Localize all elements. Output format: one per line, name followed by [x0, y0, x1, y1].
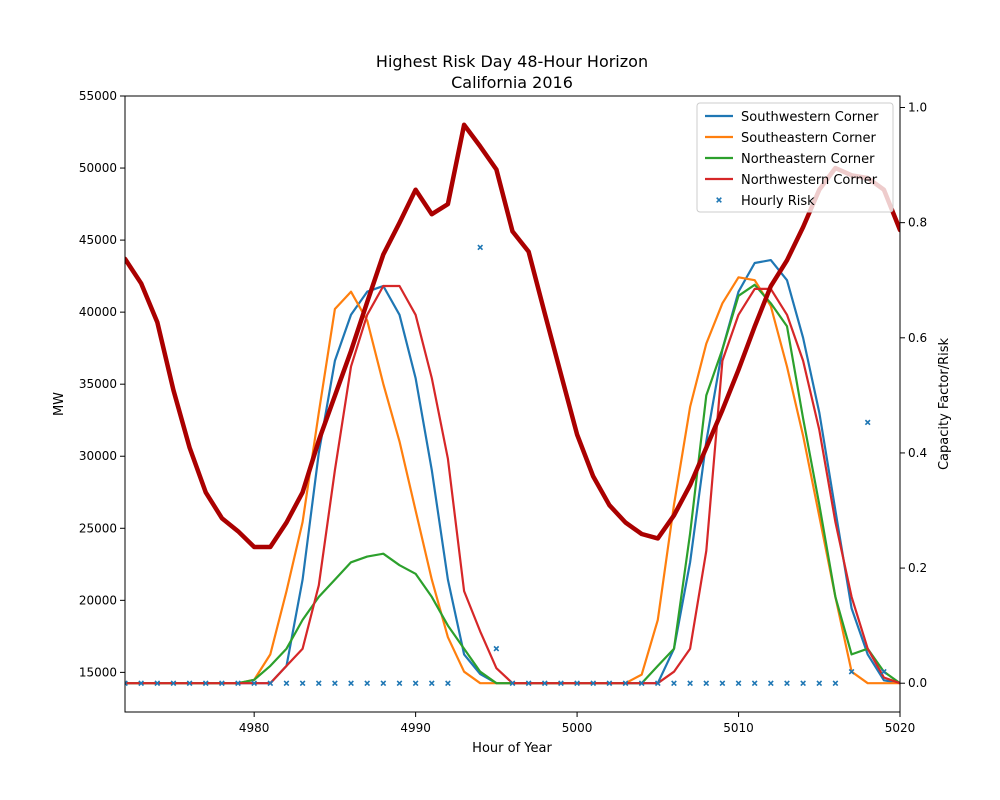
- y-right-tick-label: 0.6: [908, 331, 927, 345]
- risk-point: [251, 680, 258, 687]
- risk-point: [477, 244, 484, 251]
- risk-point: [202, 680, 209, 687]
- risk-point: [380, 680, 387, 687]
- risk-point: [832, 680, 839, 687]
- y-left-tick-label: 45000: [79, 233, 117, 247]
- x-tick-label: 5020: [885, 721, 916, 735]
- risk-point: [283, 680, 290, 687]
- legend-label: Southwestern Corner: [741, 110, 879, 125]
- risk-point: [671, 680, 677, 687]
- legend-box: [696, 102, 894, 213]
- risk-point: [590, 680, 597, 687]
- legend-label: Hourly Risk: [741, 194, 815, 209]
- risk-point: [816, 680, 823, 687]
- legend-marker: [716, 197, 722, 203]
- y-left-tick-label: 40000: [79, 305, 117, 319]
- risk-point: [154, 680, 161, 687]
- risk-point: [719, 680, 726, 687]
- risk-point: [606, 680, 613, 687]
- legend: Southwestern Corner Southeastern Corner No…: [696, 102, 894, 213]
- risk-point: [525, 680, 532, 687]
- y-right-tick-label: 1.0: [908, 101, 927, 115]
- risk-point: [558, 680, 564, 687]
- y-left-tick-label: 30000: [79, 449, 117, 463]
- load-line: [125, 122, 900, 550]
- y-axis-left-label: MW: [52, 392, 67, 416]
- risk-point: [219, 680, 225, 687]
- risk-point: [348, 680, 354, 687]
- legend-label: Northwestern Corner: [741, 173, 878, 188]
- risk-point: [364, 680, 371, 687]
- risk-point: [654, 680, 661, 687]
- risk-point: [428, 680, 435, 687]
- risk-point: [541, 680, 548, 687]
- y-left-tick-label: 55000: [79, 89, 117, 103]
- y-left-tick-label: 15000: [79, 665, 117, 679]
- x-tick-label: 4980: [239, 721, 270, 735]
- risk-point: [412, 680, 419, 687]
- risk-point: [332, 680, 338, 687]
- risk-point: [880, 668, 887, 675]
- y-left-tick-label: 25000: [79, 521, 117, 535]
- risk-point: [235, 680, 241, 687]
- chart-subtitle: California 2016: [451, 73, 573, 92]
- risk-point: [267, 680, 274, 687]
- risk-point: [125, 680, 128, 687]
- x-tick-label: 5000: [562, 721, 593, 735]
- y-axis-right-label: Capacity Factor/Risk: [937, 338, 952, 471]
- risk-point: [735, 680, 742, 687]
- risk-markers: [125, 244, 887, 687]
- legend-label: Northeastern Corner: [741, 152, 875, 167]
- risk-point: [138, 680, 145, 687]
- risk-point: [751, 680, 758, 687]
- risk-point: [800, 680, 806, 687]
- y-right-tick-label: 0.2: [908, 561, 927, 575]
- risk-point: [687, 680, 693, 687]
- y-right-tick-label: 0.4: [908, 446, 927, 460]
- x-tick-label: 4990: [400, 721, 431, 735]
- risk-point: [767, 680, 774, 687]
- risk-point: [784, 680, 790, 687]
- axes-ticks: 4980 4990 5000 5010 5020 15000 20000 25000 30000…: [79, 89, 927, 735]
- risk-point: [186, 680, 193, 687]
- y-right-tick-label: 0.0: [908, 676, 927, 690]
- risk-point: [864, 419, 871, 426]
- risk-point: [703, 680, 710, 687]
- risk-point: [848, 668, 855, 675]
- risk-point: [396, 680, 403, 687]
- legend-label: Southeastern Corner: [741, 131, 876, 146]
- risk-point: [445, 680, 451, 687]
- risk-point: [315, 680, 322, 687]
- y-left-tick-label: 35000: [79, 377, 117, 391]
- plot-border: [124, 95, 901, 713]
- risk-point: [299, 680, 306, 687]
- risk-point: [622, 680, 629, 687]
- risk-point: [574, 680, 580, 687]
- risk-point: [493, 645, 500, 652]
- x-tick-label: 5010: [723, 721, 754, 735]
- risk-point: [509, 680, 516, 687]
- risk-point: [638, 680, 645, 687]
- risk-point: [170, 680, 177, 687]
- x-axis-label: Hour of Year: [472, 741, 552, 756]
- y-left-tick-label: 50000: [79, 161, 117, 175]
- chart-title: Highest Risk Day 48-Hour Horizon: [376, 52, 648, 71]
- y-right-tick-label: 0.8: [908, 216, 927, 230]
- y-left-tick-label: 20000: [79, 593, 117, 607]
